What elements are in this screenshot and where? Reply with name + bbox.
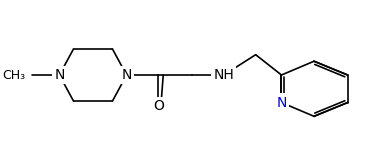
Text: NH: NH [213, 68, 234, 82]
Text: N: N [276, 96, 287, 110]
Text: N: N [122, 68, 132, 82]
Text: O: O [153, 99, 164, 113]
Text: N: N [54, 68, 64, 82]
Text: CH₃: CH₃ [3, 69, 26, 81]
